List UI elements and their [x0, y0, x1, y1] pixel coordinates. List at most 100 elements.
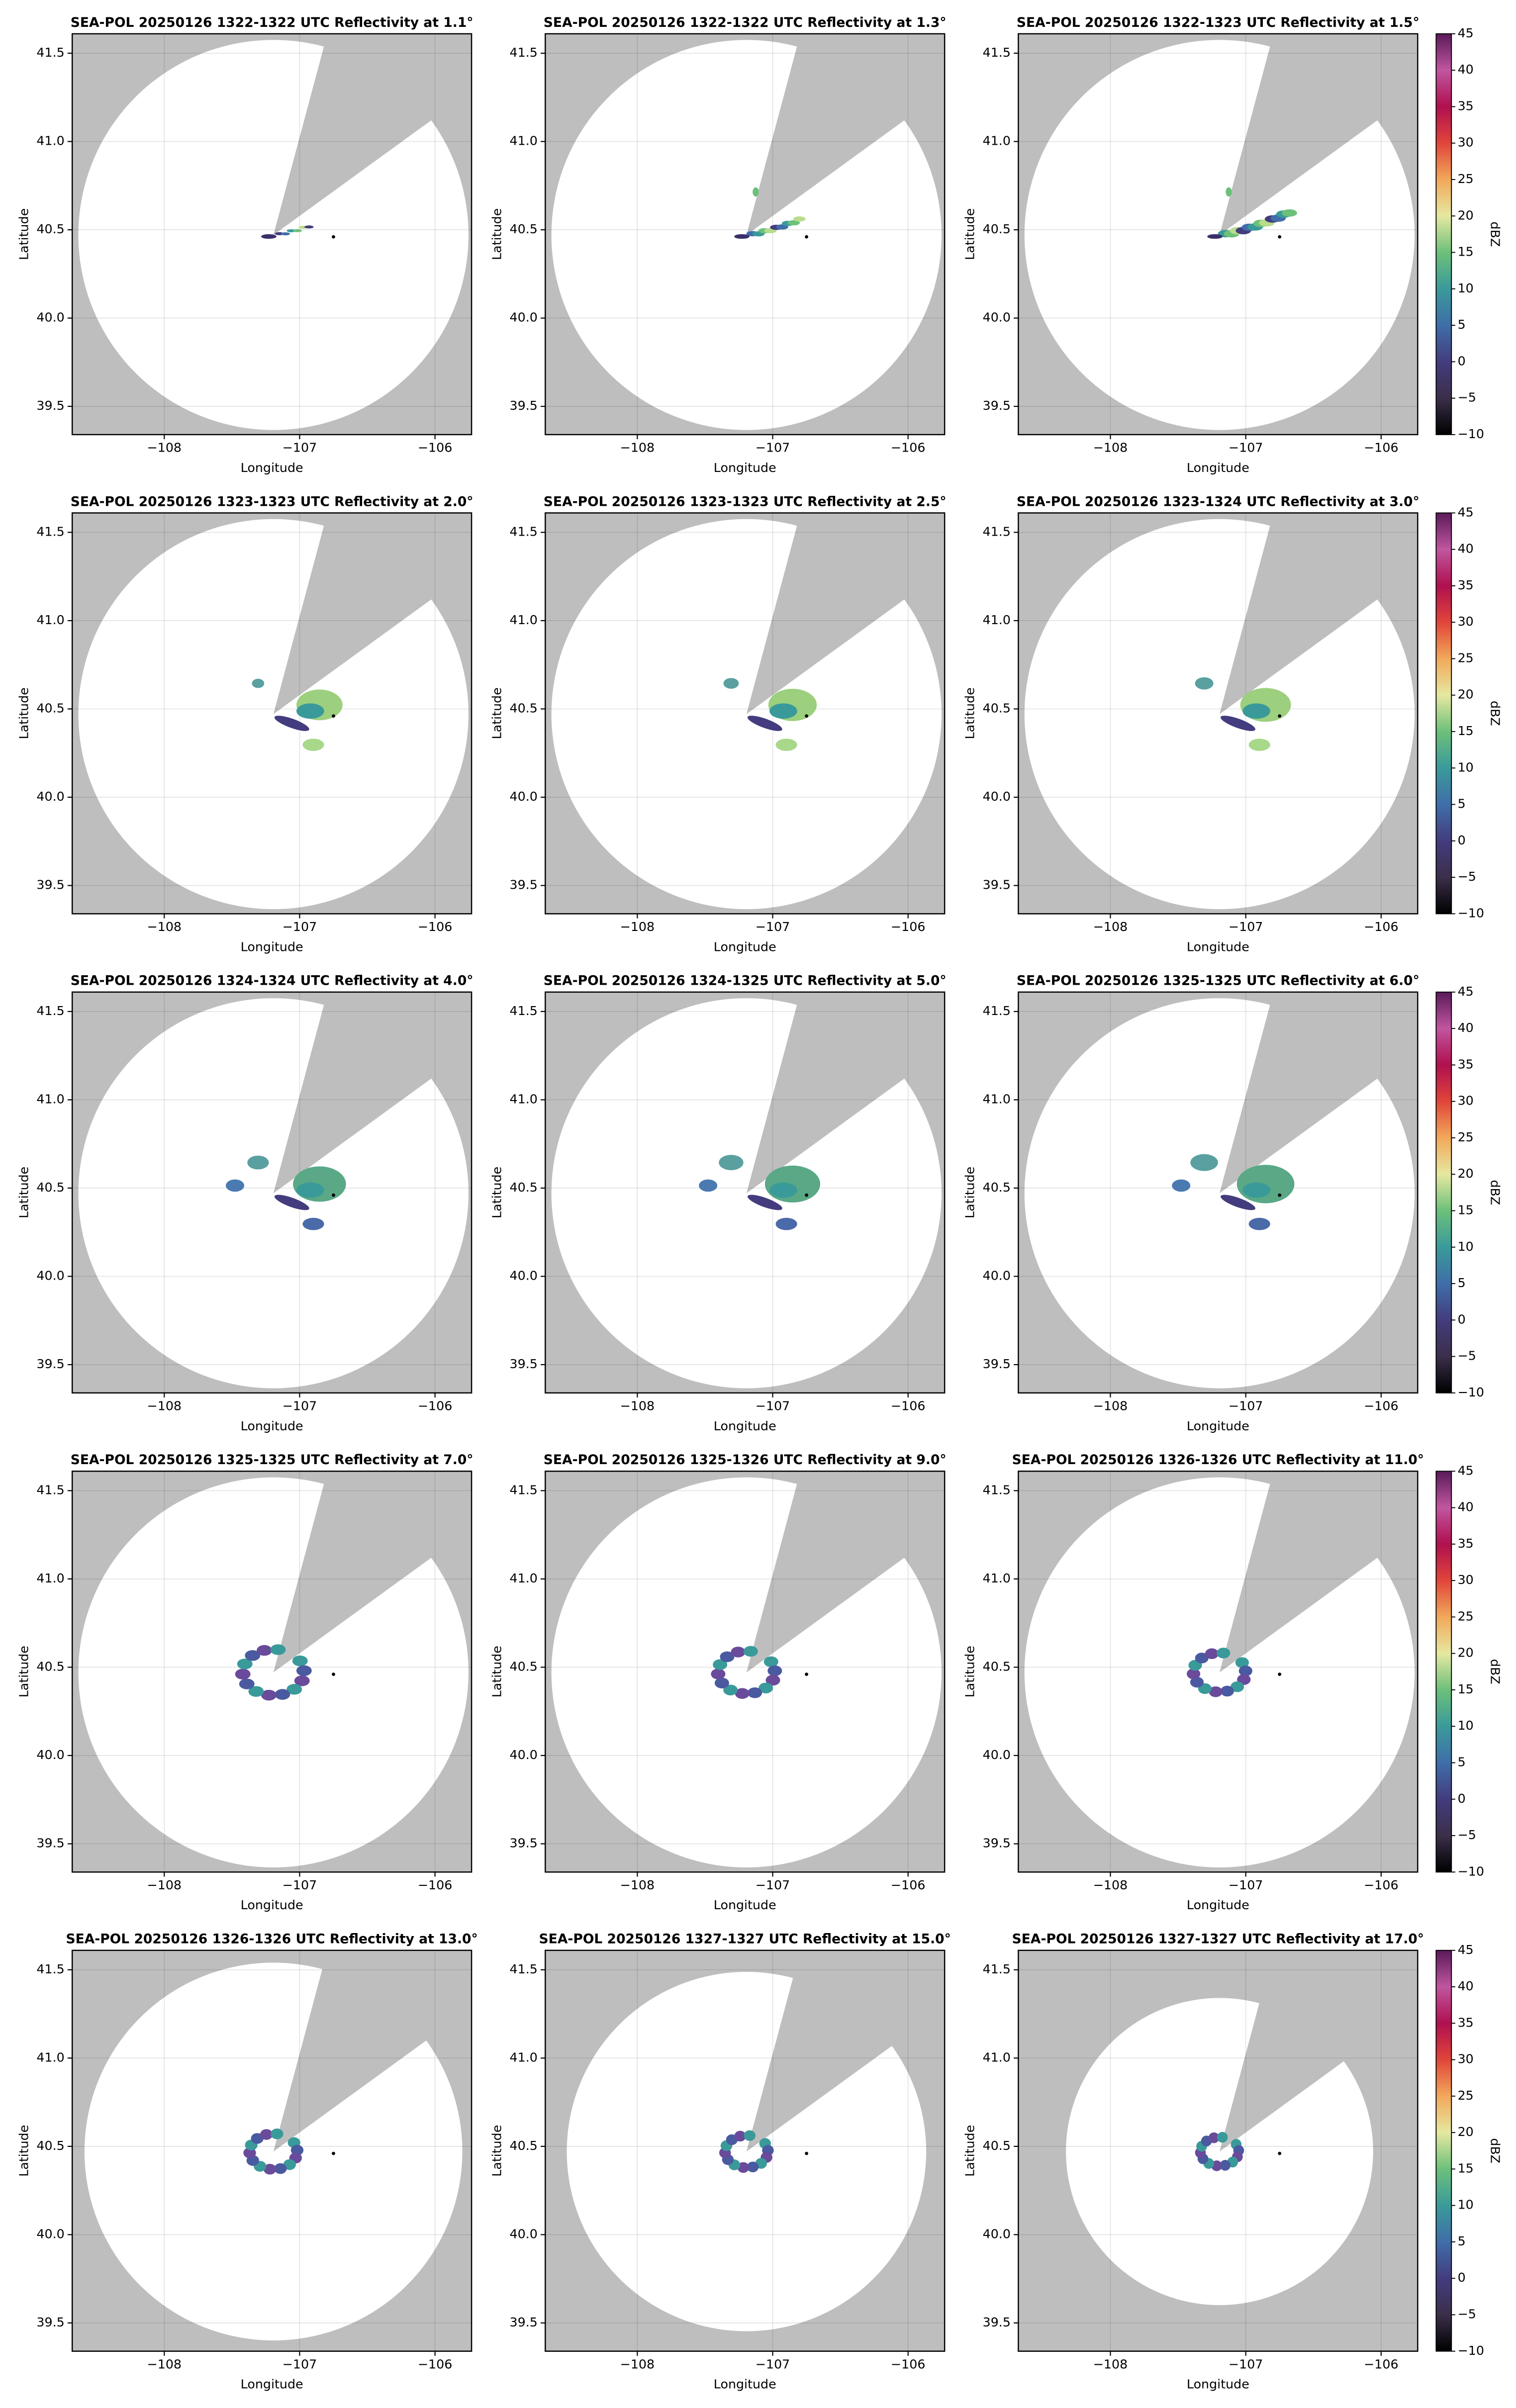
echo — [767, 1665, 782, 1676]
x-tick-label: −108 — [1093, 1398, 1128, 1413]
y-tick-label: 40.0 — [36, 310, 64, 325]
x-tick-label: −106 — [418, 440, 453, 455]
echo — [1190, 1676, 1204, 1688]
panel: −108 −107 −10639.540.040.541.041.5SEA-POL … — [962, 973, 1420, 1433]
y-tick-label: 41.0 — [509, 612, 537, 627]
echo — [1238, 1666, 1252, 1676]
echo — [1281, 209, 1297, 217]
x-tick-label: −108 — [147, 1877, 182, 1892]
colorbar-tick-label: 35 — [1458, 98, 1474, 113]
colorbar-tick-label: 30 — [1458, 1093, 1474, 1108]
echo — [237, 1659, 253, 1669]
axes-frame — [545, 1471, 946, 1873]
echo — [744, 2130, 756, 2141]
echo — [292, 1655, 308, 1667]
x-tick-label: −108 — [147, 1398, 182, 1413]
x-tick-label: −106 — [418, 1398, 453, 1413]
x-axis-label: Longitude — [241, 460, 303, 475]
x-tick-label: −107 — [756, 440, 790, 455]
echo — [1209, 1686, 1223, 1697]
echo — [1195, 677, 1214, 690]
echo — [1172, 1179, 1191, 1192]
y-tick-label: 41.5 — [509, 1961, 537, 1976]
plot-area — [1018, 513, 1418, 914]
y-axis-label: Latitude — [489, 1167, 504, 1218]
plot-area — [72, 1950, 472, 2351]
colorbar-tick-label: 30 — [1458, 1572, 1474, 1587]
x-tick-label: −108 — [1093, 1877, 1128, 1892]
y-tick-label: 41.0 — [983, 133, 1011, 148]
y-tick-label: 41.5 — [983, 524, 1011, 539]
panel: −108 −107 −10639.540.040.541.041.5SEA-POL … — [489, 1932, 951, 2392]
coverage — [1024, 519, 1415, 910]
y-tick-label: 39.5 — [36, 1356, 64, 1371]
axes-frame — [1018, 512, 1419, 915]
y-tick-label: 40.0 — [509, 789, 537, 804]
x-tick-label: −106 — [891, 2357, 926, 2372]
echo — [257, 1645, 272, 1656]
panel: −108 −107 −10639.540.040.541.041.5SEA-POL … — [962, 15, 1420, 475]
plot-area — [72, 992, 472, 1393]
axes-frame — [545, 991, 946, 1394]
colorbar-tick-label: 40 — [1458, 62, 1474, 77]
echo — [1217, 1648, 1231, 1659]
colorbar: −10 −5 0 5 10 15 20 25 30 35 40 45 dBZ — [1435, 1463, 1503, 1878]
chart-title: SEA-POL 20250126 1322-1322 UTC Reflectiv… — [71, 15, 474, 30]
colorbar-tick-label: 20 — [1458, 687, 1474, 702]
echo — [235, 1668, 251, 1680]
site-marker — [805, 714, 808, 718]
y-tick-label: 40.0 — [509, 1268, 537, 1283]
colorbar-tick-label: −5 — [1458, 1827, 1476, 1842]
plot-area — [545, 513, 945, 914]
site-marker — [1278, 1672, 1282, 1676]
colorbar-tick-label: −10 — [1458, 1863, 1484, 1878]
echo — [261, 1689, 277, 1701]
y-tick-label: 41.5 — [509, 1003, 537, 1018]
y-tick-label: 41.0 — [509, 133, 537, 148]
echo — [748, 1687, 762, 1698]
site-marker — [332, 714, 335, 718]
coverage — [551, 519, 942, 910]
echo — [1248, 1217, 1270, 1230]
x-tick-label: −107 — [1229, 1877, 1263, 1892]
y-tick-label: 41.0 — [983, 2049, 1011, 2064]
echo — [293, 1166, 346, 1202]
y-tick-label: 40.5 — [509, 1659, 537, 1673]
x-tick-label: −108 — [1093, 2357, 1128, 2372]
x-tick-label: −106 — [418, 1877, 453, 1892]
chart-title: SEA-POL 20250126 1322-1323 UTC Reflectiv… — [1017, 15, 1420, 30]
y-tick-label: 39.5 — [983, 398, 1011, 413]
site-marker — [805, 235, 808, 239]
site-marker — [805, 2151, 808, 2155]
colorbar-tick-label: 0 — [1458, 1311, 1466, 1326]
colorbar-tick-label: 10 — [1458, 2197, 1474, 2212]
plot-area — [72, 33, 472, 435]
y-tick-label: 40.5 — [509, 221, 537, 236]
x-axis-label: Longitude — [714, 939, 776, 954]
x-tick-label: −107 — [756, 1877, 790, 1892]
echo — [274, 2163, 287, 2174]
x-tick-label: −108 — [620, 1877, 655, 1892]
echo — [271, 2129, 284, 2139]
x-tick-label: −108 — [147, 919, 182, 934]
axes-frame — [1018, 33, 1419, 436]
y-tick-label: 39.5 — [509, 398, 537, 413]
y-tick-label: 39.5 — [36, 1835, 64, 1850]
panel: −108 −107 −10639.540.040.541.041.5SEA-POL … — [16, 494, 473, 954]
site-marker — [1278, 2151, 1282, 2155]
x-tick-label: −106 — [418, 919, 453, 934]
site-marker — [332, 1672, 335, 1676]
x-tick-label: −107 — [1229, 919, 1263, 934]
echo — [304, 225, 314, 229]
plot-area — [72, 1471, 472, 1872]
echoes — [261, 225, 314, 239]
x-axis-label: Longitude — [714, 1418, 776, 1433]
colorbar-tick-label: 0 — [1458, 2270, 1466, 2285]
colorbar-tick-label: 10 — [1458, 1239, 1474, 1254]
coverage — [1066, 1998, 1373, 2306]
x-axis-label: Longitude — [241, 939, 303, 954]
colorbar-tick-label: 10 — [1458, 1718, 1474, 1733]
chart-title: SEA-POL 20250126 1323-1323 UTC Reflectiv… — [71, 494, 474, 509]
colorbar-tick-label: 35 — [1458, 1536, 1474, 1551]
